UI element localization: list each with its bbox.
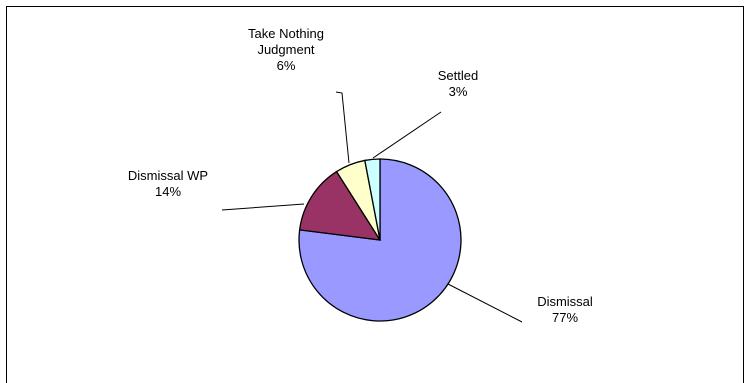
slice-name-label: Dismissal	[537, 294, 593, 309]
slice-percent-label: 14%	[155, 184, 181, 199]
slice-name-label: Dismissal WP	[128, 168, 208, 183]
pie-slice-dismissal-wp	[298, 170, 382, 241]
leader-line-dismissal-wp	[221, 203, 305, 211]
pie-slice-settled	[364, 158, 381, 241]
leader-line-dismissal	[447, 283, 523, 323]
slice-percent-label: 3%	[449, 84, 468, 99]
slice-percent-label: 6%	[277, 58, 296, 73]
slice-name-label: Take Nothing	[248, 26, 324, 41]
leader-line-take-nothing-judgment	[335, 91, 350, 164]
pie-slices	[298, 158, 462, 322]
slice-percent-label: 77%	[552, 310, 578, 325]
slice-name-label: Judgment	[257, 42, 314, 57]
chart-frame	[6, 6, 744, 383]
leader-line-settled	[372, 111, 442, 159]
leader-lines	[221, 91, 523, 323]
slice-name-label: Settled	[438, 68, 478, 83]
